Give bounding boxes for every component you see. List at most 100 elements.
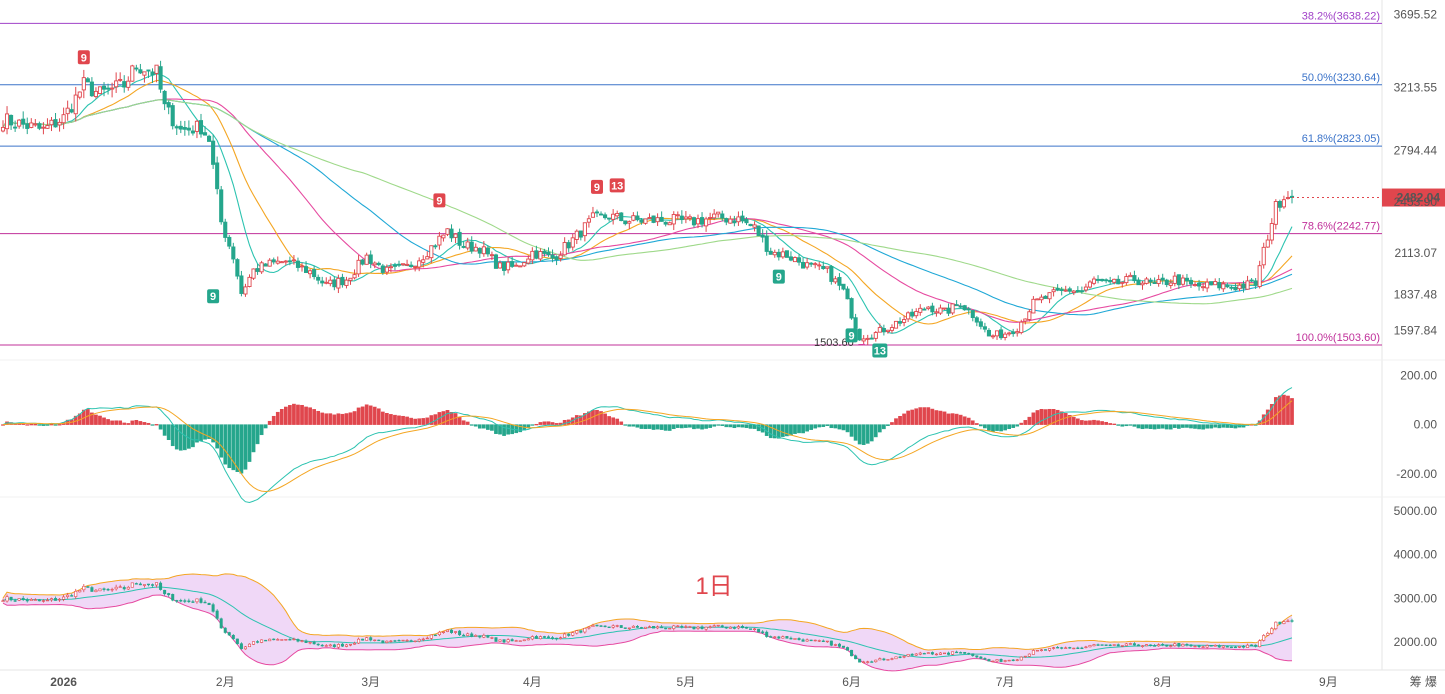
mini-candle-body xyxy=(817,640,821,642)
candle-body xyxy=(154,64,159,74)
candle-body xyxy=(17,119,22,127)
candle-body xyxy=(792,257,798,263)
candle-body xyxy=(445,228,450,235)
candle-body xyxy=(1209,281,1214,286)
mini-candle-body xyxy=(106,588,110,591)
candle-body xyxy=(481,246,486,255)
macd-histogram-bar xyxy=(1164,424,1169,430)
mini-candle-body xyxy=(264,639,268,642)
candle-body xyxy=(364,254,369,265)
candle-body xyxy=(150,71,155,76)
candle-body xyxy=(1035,298,1040,301)
candle-body xyxy=(938,307,943,314)
macd-histogram-bar xyxy=(1067,415,1072,425)
candle-body xyxy=(1245,280,1250,290)
mini-candle-body xyxy=(5,596,9,602)
macd-histogram-bar xyxy=(894,418,898,425)
macd-histogram-bar xyxy=(292,403,296,425)
mini-candle-body xyxy=(668,627,672,630)
candle-body xyxy=(227,236,232,247)
candle-body xyxy=(1071,290,1076,293)
candle-body xyxy=(603,214,608,219)
ma60-line xyxy=(2,99,1293,316)
mini-candle-body xyxy=(397,639,401,642)
x-axis-tick: 8月 xyxy=(1153,675,1172,689)
macd-histogram-bar xyxy=(57,424,62,426)
candle-body xyxy=(1007,332,1012,335)
macd-histogram-bar xyxy=(195,424,199,443)
volume-panel xyxy=(1,573,1294,672)
macd-histogram-bar xyxy=(312,409,316,425)
mini-candle-body xyxy=(559,637,563,639)
mini-candle-body xyxy=(595,624,599,627)
mini-candle-body xyxy=(300,640,304,642)
mini-candle-body xyxy=(1035,650,1039,652)
macd-panel xyxy=(1,387,1294,504)
mini-candle-body xyxy=(825,640,829,643)
mini-candle-body xyxy=(728,626,732,629)
macd-histogram-bar xyxy=(1088,420,1092,425)
macd-histogram-bar xyxy=(1055,409,1060,425)
candle-body xyxy=(263,263,268,267)
mini-candle-body xyxy=(938,652,942,655)
mini-candle-body xyxy=(98,588,102,592)
candle-body xyxy=(186,127,191,131)
macd-histogram-bar xyxy=(372,406,377,425)
macd-histogram-bar xyxy=(979,424,983,427)
candle-body xyxy=(910,311,915,317)
candle-body xyxy=(716,211,721,215)
macd-histogram-bar xyxy=(296,404,300,425)
macd-histogram-bar xyxy=(1051,409,1056,425)
mini-candle-body xyxy=(1048,648,1052,651)
candle-body xyxy=(1063,289,1068,292)
mini-candle-body xyxy=(187,600,191,602)
candle-body xyxy=(853,317,858,329)
mini-candle-body xyxy=(680,626,684,628)
macd-histogram-bar xyxy=(473,424,478,427)
candle-body xyxy=(1233,286,1238,291)
macd-histogram-bar xyxy=(583,413,587,425)
candle-body xyxy=(728,218,733,224)
candle-body xyxy=(671,214,676,225)
candle-body xyxy=(267,259,272,267)
candle-body xyxy=(461,245,466,248)
macd-histogram-bar xyxy=(1189,424,1193,429)
mini-candle-body xyxy=(462,634,466,637)
candle-body xyxy=(675,214,680,217)
mini-candle-body xyxy=(1286,620,1290,623)
macd-histogram-bar xyxy=(930,408,935,425)
candle-body xyxy=(477,247,482,254)
candle-body xyxy=(384,266,389,273)
candle-body xyxy=(1152,282,1157,284)
macd-histogram-bar xyxy=(623,424,628,426)
macd-histogram-bar xyxy=(886,424,890,426)
candle-body xyxy=(1237,284,1242,290)
macd-axis-tick: 0.00 xyxy=(1414,418,1438,432)
candle-body xyxy=(182,127,187,130)
candle-body xyxy=(223,221,228,238)
candle-body xyxy=(308,270,313,275)
mini-candle-body xyxy=(930,652,934,655)
candle-body xyxy=(469,241,474,252)
low-price-arrow: → xyxy=(856,337,867,349)
candle-body xyxy=(489,254,494,257)
macd-histogram-bar xyxy=(562,419,567,425)
mini-candle-body xyxy=(498,639,502,642)
candle-body xyxy=(101,85,107,90)
macd-histogram-bar xyxy=(688,424,692,428)
mini-candle-body xyxy=(373,639,377,642)
mini-candle-body xyxy=(942,652,946,655)
macd-histogram-bar xyxy=(110,420,114,425)
macd-histogram-bar xyxy=(417,418,422,425)
mini-candle-body xyxy=(486,635,490,638)
mini-candle-body xyxy=(571,632,575,636)
candle-body xyxy=(328,279,333,285)
macd-histogram-bar xyxy=(991,424,995,432)
mini-candle-body xyxy=(1193,645,1197,648)
macd-histogram-bar xyxy=(243,424,248,470)
mini-candle-body xyxy=(235,638,239,645)
candle-body xyxy=(1285,197,1291,199)
macd-histogram-bar xyxy=(655,424,660,430)
macd-histogram-bar xyxy=(409,417,413,425)
macd-histogram-bar xyxy=(215,424,220,449)
